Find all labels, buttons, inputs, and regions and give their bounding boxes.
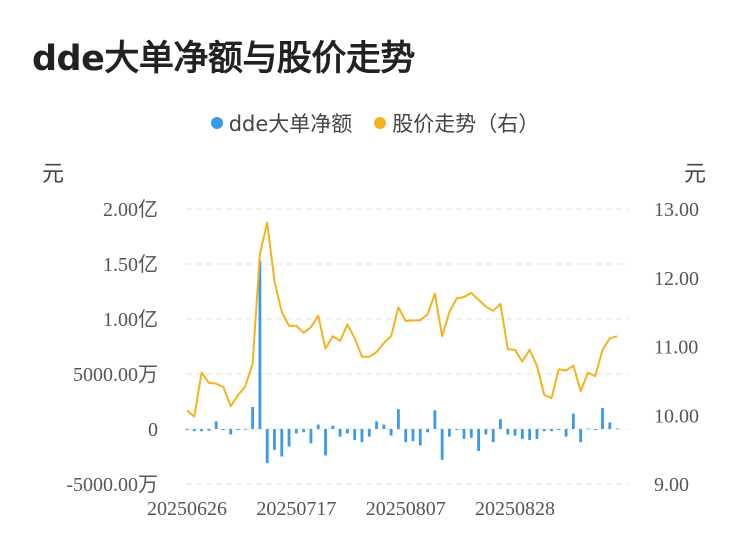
dde-bar [273,429,276,450]
dde-bar [477,429,480,451]
dde-bar [367,429,371,437]
dde-bar [389,429,393,436]
dde-bar [484,429,488,435]
legend: dde大单净额 股价走势（右） [0,108,750,138]
right-tick-label: 9.00 [654,474,689,496]
right-tick-label: 13.00 [654,199,699,221]
dde-bar [302,429,306,433]
legend-label-dde: dde大单净额 [228,112,353,136]
legend-label-price: 股价走势（右） [392,112,540,136]
dde-bar [345,429,349,434]
dde-bar [433,410,437,429]
dde-bar [251,407,255,429]
dde-bar [185,429,189,431]
dde-bar [426,429,429,433]
dde-bar [550,429,553,432]
dde-bar [353,429,357,440]
dde-bar [448,429,451,437]
legend-dot-dde [210,117,223,129]
right-tick-label: 11.00 [654,337,698,359]
x-tick-label: 20250717 [256,498,336,520]
right-tick-label: 12.00 [654,268,699,290]
dde-bar [324,429,327,456]
x-tick-label: 20250807 [366,498,446,520]
dde-bar [265,429,269,464]
dde-bar [287,429,291,447]
dde-bar [513,429,517,436]
dde-bar [331,425,335,429]
dde-bar [491,429,495,443]
dde-bar [338,429,342,437]
dde-bar [192,429,196,432]
dde-bar [214,421,218,429]
dde-bar [309,429,313,444]
right-axis-unit: 元 [684,162,707,187]
dde-bar [586,428,590,430]
dde-bar [535,429,539,439]
dde-bar [418,429,422,446]
dde-bar [455,429,459,431]
dde-bar [528,429,532,440]
right-tick-label: 10.00 [654,405,699,427]
dde-bar [506,429,510,435]
dde-bar [440,429,444,460]
left-tick-label: 2.00亿 [103,198,158,221]
dde-bar [375,421,378,429]
left-tick-label: -5000.00万 [66,474,158,496]
dde-bar [397,409,400,429]
dde-bar [360,429,364,443]
dde-bar [316,424,320,429]
dde-bar [615,428,619,430]
dde-bar [601,408,604,429]
left-tick-label: 5000.00万 [73,364,158,386]
left-tick-label: 1.50亿 [103,253,158,276]
dde-bar [593,429,597,431]
dde-bar [469,429,473,438]
dde-bar [411,429,415,442]
dde-bar [571,413,575,429]
dde-bar [280,429,284,457]
left-axis-unit: 元 [42,162,65,187]
price-line [186,221,618,418]
dde-bar [520,429,524,439]
legend-item-price[interactable]: 股价走势（右） [374,108,539,138]
legend-dot-price [374,117,387,129]
dde-bar [404,429,408,443]
dde-bar [229,429,233,435]
dde-bar [608,422,612,429]
x-tick-label: 20250828 [475,498,555,520]
dde-bar [294,429,298,434]
dde-bar [499,419,502,429]
x-tick-label: 20250626 [147,498,227,520]
dde-bar [258,260,262,429]
dde-bar [382,424,386,429]
dde-bar [236,429,240,431]
dde-bar [462,429,466,439]
dde-bar [200,429,203,432]
left-tick-label: 0 [148,419,158,441]
legend-item-dde[interactable]: dde大单净额 [210,108,353,138]
dde-bar [222,429,225,431]
dde-bar [207,429,211,431]
dde-bar [542,429,546,432]
dde-bar [564,429,568,437]
left-tick-label: 1.00亿 [103,308,158,331]
chart-title: dde大单净额与股价走势 [32,39,415,79]
dde-bar [243,429,247,430]
dde-bar [557,429,561,431]
dde-bar [579,429,583,443]
